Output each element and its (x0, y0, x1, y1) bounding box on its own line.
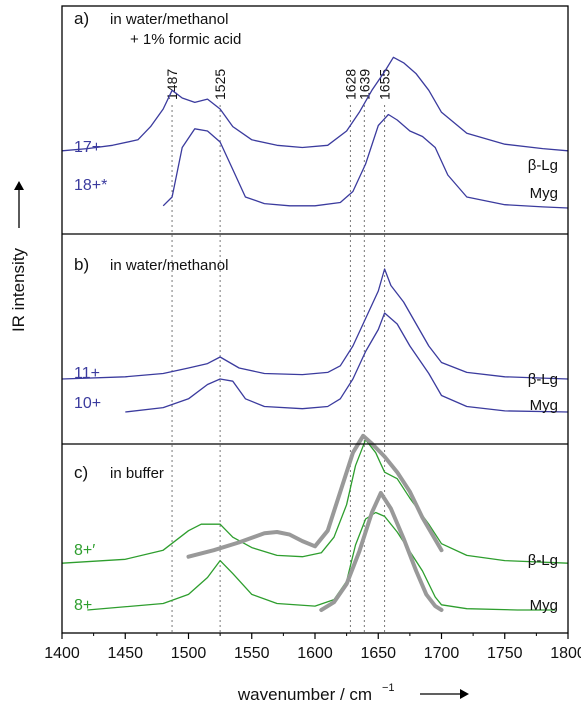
panel-c-label: in buffer (110, 465, 164, 482)
panel-c-letter: c) (74, 463, 88, 482)
reference-label-1628: 1628 (342, 69, 358, 100)
series-charge-label: 11+ (74, 365, 100, 382)
x-axis-arrow-head (460, 689, 469, 699)
series-line-a-1 (162, 113, 569, 209)
x-tick-label: 1700 (424, 645, 460, 662)
series-line-c-0 (61, 439, 569, 564)
x-tick-label: 1500 (171, 645, 207, 662)
x-axis: 1400 1450 1500 1550 1600 1650 1700 1750 1800 (44, 633, 581, 662)
reference-label-1639: 1639 (356, 69, 372, 100)
x-axis-title: wavenumber / cm (237, 685, 372, 704)
x-tick-label: 1750 (487, 645, 523, 662)
series-protein-label: β-Lg (528, 552, 558, 569)
series-protein-label: β-Lg (528, 157, 558, 174)
reference-label-1525: 1525 (212, 69, 228, 100)
series-protein-label: β-Lg (528, 371, 558, 388)
panel-c: c) in buffer 8+′ β-Lg 8+ Myg (61, 433, 569, 614)
x-tick-label: 1600 (297, 645, 333, 662)
series-line-a-0 (61, 56, 569, 152)
reference-label-1655: 1655 (377, 69, 393, 100)
x-axis-label: wavenumber / cm −1 (237, 682, 469, 704)
panel-b: b) in water/methanol 11+ β-Lg 10+ Myg (61, 255, 569, 414)
series-line-c-1 (87, 511, 556, 611)
panel-b-label: in water/methanol (110, 257, 228, 274)
y-axis-title: IR intensity (9, 247, 28, 332)
series-charge-label: 18+* (74, 177, 107, 194)
reference-label-1487: 1487 (164, 69, 180, 100)
series-charge-label: 17+ (74, 139, 101, 156)
series-protein-label: Myg (530, 185, 558, 202)
x-tick-label: 1400 (44, 645, 80, 662)
fit-curve-c-1 (319, 491, 444, 612)
panel-a-label-2: + 1% formic acid (130, 31, 241, 48)
series-charge-label: 8+ (74, 597, 92, 614)
x-tick-label: 1650 (360, 645, 396, 662)
panel-a: a) in water/methanol + 1% formic acid 17+ β-… (61, 9, 569, 209)
plot-frame (61, 5, 569, 634)
y-axis-arrow-head (14, 181, 24, 190)
series-line-b-0 (61, 268, 569, 380)
series-charge-label: 10+ (74, 395, 101, 412)
y-axis-label: IR intensity (9, 181, 28, 332)
x-tick-label: 1800 (550, 645, 581, 662)
series-protein-label: Myg (530, 597, 558, 614)
fit-curve-c-0 (186, 433, 444, 559)
series-line-b-1 (125, 312, 569, 413)
x-tick-label: 1550 (234, 645, 270, 662)
panel-a-letter: a) (74, 9, 89, 28)
series-protein-label: Myg (530, 397, 558, 414)
x-axis-title-exponent: −1 (382, 682, 395, 694)
panels: a) in water/methanol + 1% formic acid 17+ β-… (61, 9, 569, 614)
panel-b-letter: b) (74, 255, 89, 274)
series-charge-label: 8+′ (74, 542, 95, 559)
panel-a-label: in water/methanol (110, 11, 228, 28)
x-tick-label: 1450 (107, 645, 143, 662)
